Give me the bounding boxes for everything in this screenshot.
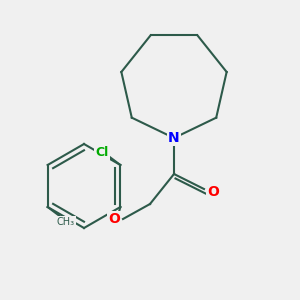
Text: N: N [168, 131, 180, 145]
Text: Cl: Cl [96, 146, 109, 160]
Text: O: O [108, 212, 120, 226]
Text: O: O [207, 185, 219, 199]
Text: CH₃: CH₃ [57, 217, 75, 227]
